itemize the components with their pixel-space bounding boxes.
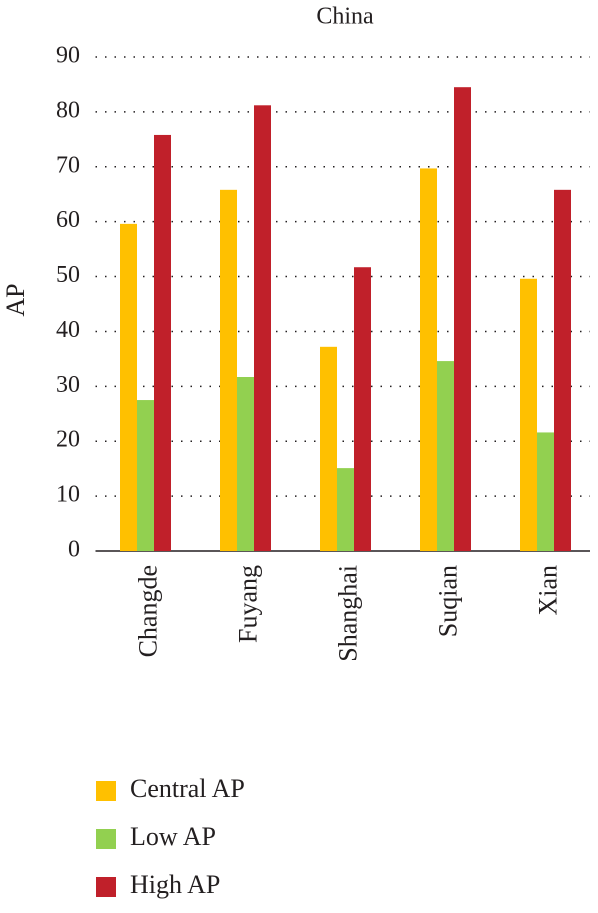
legend-label: Central AP: [130, 774, 245, 803]
bar: [437, 361, 454, 551]
y-tick-label: 40: [56, 317, 80, 343]
bar: [337, 468, 354, 551]
bar: [237, 377, 254, 551]
y-tick-label: 90: [56, 43, 80, 69]
bar: [454, 87, 471, 551]
y-tick-label: 20: [56, 427, 80, 453]
legend-swatch: [96, 781, 116, 801]
y-tick-label: 60: [56, 207, 80, 233]
bar: [354, 267, 371, 551]
y-tick-label: 10: [56, 482, 80, 508]
y-tick-label: 50: [56, 262, 80, 288]
bar: [137, 400, 154, 551]
bar: [520, 278, 537, 551]
legend-swatch: [96, 877, 116, 897]
x-tick-label: Shanghai: [333, 565, 362, 662]
bar: [554, 189, 571, 551]
legend-label: Low AP: [130, 822, 216, 851]
chart-title: China: [316, 4, 374, 30]
legend-label: High AP: [130, 870, 220, 899]
legend-swatch: [96, 829, 116, 849]
bar: [254, 105, 271, 552]
x-tick-label: Xian: [533, 565, 562, 616]
y-axis-label: AP: [1, 283, 30, 316]
x-tick-label: Suqian: [433, 565, 462, 637]
bar: [220, 189, 237, 551]
x-tick-label: Fuyang: [233, 565, 262, 643]
y-tick-label: 80: [56, 97, 80, 123]
x-tick-label: Changde: [133, 565, 162, 657]
y-tick-label: 70: [56, 152, 80, 178]
bar: [320, 346, 337, 551]
y-tick-label: 0: [68, 537, 80, 563]
bar: [420, 168, 437, 551]
bar: [537, 432, 554, 551]
bar: [120, 223, 137, 551]
y-tick-label: 30: [56, 372, 80, 398]
bar: [154, 134, 171, 552]
